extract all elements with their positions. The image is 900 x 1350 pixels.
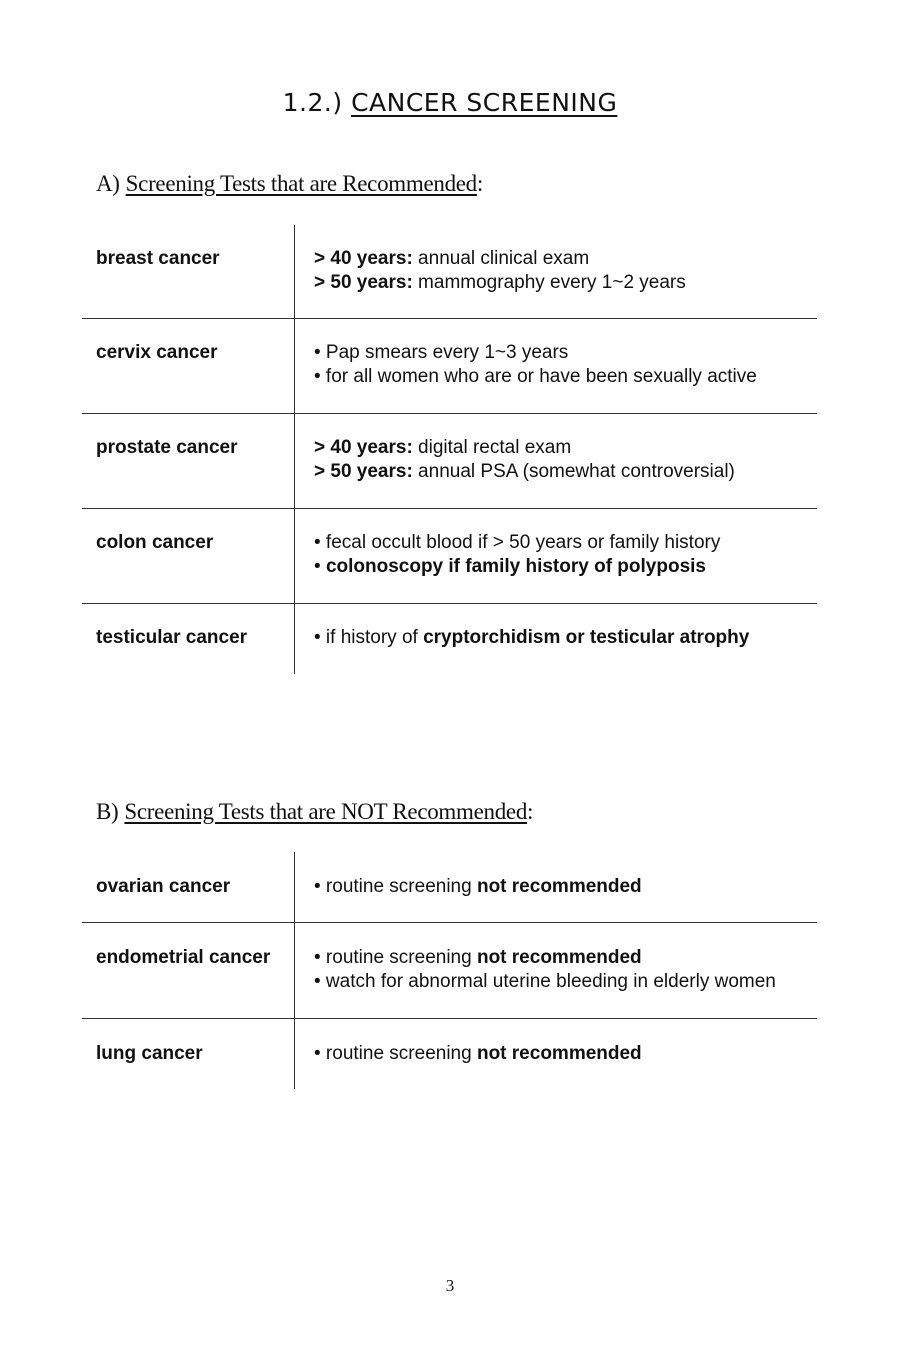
text-segment: digital rectal exam: [412, 436, 572, 458]
section-label: B): [96, 799, 119, 824]
not-recommended-table: ovarian cancer • routine screening not re…: [82, 852, 817, 1089]
screening-recommendation: • Pap smears every 1~3 years • for all wo…: [294, 317, 817, 413]
text-segment: not recommended: [476, 876, 642, 897]
recommendation-line: • routine screening not recommended: [314, 875, 817, 899]
section-title: Screening Tests that are Recommended: [125, 171, 478, 196]
text-segment: > 50 years:: [314, 272, 413, 293]
screening-recommendation: > 40 years: annual clinical exam > 50 yea…: [295, 225, 818, 318]
text-segment: not recommended: [476, 946, 642, 968]
screening-recommendation: • if history of cryptorchidism or testic…: [294, 602, 817, 674]
text-segment: • for all women who are or have been sex…: [314, 365, 757, 387]
section-title: Screening Tests that are NOT Recommended: [124, 799, 528, 824]
table-row: endometrial cancer • routine screening no…: [82, 921, 817, 1018]
text-segment: not recommended: [476, 1042, 642, 1064]
table-row: cervix cancer • Pap smears every 1~3 year…: [82, 317, 817, 413]
recommendation-line: • watch for abnormal uterine bleeding in…: [314, 970, 817, 994]
cancer-type: ovarian cancer: [82, 852, 295, 922]
recommendation-line: • routine screening not recommended: [314, 946, 817, 970]
text-segment: annual PSA (somewhat controversial): [412, 460, 735, 482]
text-segment: • routine screening: [314, 946, 477, 968]
screening-recommendation: > 40 years: digital rectal exam > 50 year…: [294, 412, 817, 508]
recommendation-line: • routine screening not recommended: [314, 1042, 817, 1066]
text-segment: > 40 years:: [314, 436, 413, 458]
cancer-type: colon cancer: [82, 507, 295, 603]
cancer-type: lung cancer: [82, 1017, 295, 1089]
recommendation-line: > 40 years: digital rectal exam: [314, 436, 817, 460]
recommendation-line: • fecal occult blood if > 50 years or fa…: [314, 531, 817, 555]
cancer-type: testicular cancer: [82, 602, 295, 674]
text-segment: • routine screening: [314, 1042, 477, 1064]
section-a-heading: A) Screening Tests that are Recommended:: [96, 171, 483, 197]
recommendation-line: • for all women who are or have been sex…: [314, 365, 817, 389]
text-segment: • fecal occult blood if > 50 years or fa…: [314, 531, 721, 553]
text-segment: •: [314, 555, 326, 577]
recommendation-line: • Pap smears every 1~3 years: [314, 341, 817, 365]
text-segment: • Pap smears every 1~3 years: [314, 341, 569, 363]
text-segment: > 50 years:: [314, 460, 413, 482]
cancer-type: prostate cancer: [82, 412, 295, 508]
section-label: A): [96, 171, 120, 196]
screening-recommendation: • routine screening not recommended: [294, 1017, 817, 1089]
text-segment: cryptorchidism or testicular atrophy: [423, 626, 750, 648]
cancer-type: breast cancer: [82, 225, 295, 318]
recommended-table: breast cancer > 40 years: annual clinical…: [82, 225, 817, 674]
table-row: breast cancer > 40 years: annual clinical…: [82, 225, 817, 318]
page-title: 1.2.) CANCER SCREENING: [0, 88, 900, 117]
recommendation-line: > 50 years: annual PSA (somewhat controv…: [314, 460, 817, 484]
screening-recommendation: • routine screening not recommended • wat…: [294, 921, 817, 1018]
text-segment: > 40 years:: [314, 248, 413, 269]
table-row: colon cancer • fecal occult blood if > 50…: [82, 507, 817, 603]
cancer-type: endometrial cancer: [82, 921, 295, 1018]
table-row: ovarian cancer • routine screening not re…: [82, 852, 817, 922]
text-segment: annual clinical exam: [412, 248, 590, 269]
page-number: 3: [445, 1276, 455, 1295]
text-segment: • watch for abnormal uterine bleeding in…: [314, 970, 776, 992]
text-segment: • routine screening: [314, 876, 477, 897]
cancer-type: cervix cancer: [82, 317, 295, 413]
section-colon: :: [527, 799, 534, 824]
recommendation-line: > 40 years: annual clinical exam: [314, 247, 817, 271]
table-row: prostate cancer > 40 years: digital recta…: [82, 412, 817, 508]
screening-recommendation: • routine screening not recommended: [295, 852, 818, 922]
title-number: 1.2.): [282, 88, 343, 117]
recommendation-line: • if history of cryptorchidism or testic…: [314, 626, 817, 650]
text-segment: • if history of: [314, 626, 424, 648]
section-b-heading: B) Screening Tests that are NOT Recommend…: [96, 799, 533, 825]
recommendation-line: • colonoscopy if family history of polyp…: [314, 555, 817, 579]
recommendation-line: > 50 years: mammography every 1~2 years: [314, 271, 817, 295]
table-row: lung cancer • routine screening not recom…: [82, 1017, 817, 1089]
section-colon: :: [476, 171, 483, 196]
screening-recommendation: • fecal occult blood if > 50 years or fa…: [294, 507, 817, 603]
title-text: CANCER SCREENING: [351, 88, 618, 117]
text-segment: colonoscopy if family history of polypos…: [325, 555, 706, 577]
table-row: testicular cancer • if history of cryptor…: [82, 602, 817, 674]
text-segment: mammography every 1~2 years: [412, 272, 686, 293]
